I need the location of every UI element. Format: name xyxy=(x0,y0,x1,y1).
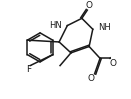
Text: O: O xyxy=(88,74,94,83)
Text: F: F xyxy=(26,65,31,74)
Text: O: O xyxy=(86,1,93,10)
Text: HN: HN xyxy=(49,21,62,30)
Text: O: O xyxy=(109,59,116,68)
Text: NH: NH xyxy=(98,23,111,32)
